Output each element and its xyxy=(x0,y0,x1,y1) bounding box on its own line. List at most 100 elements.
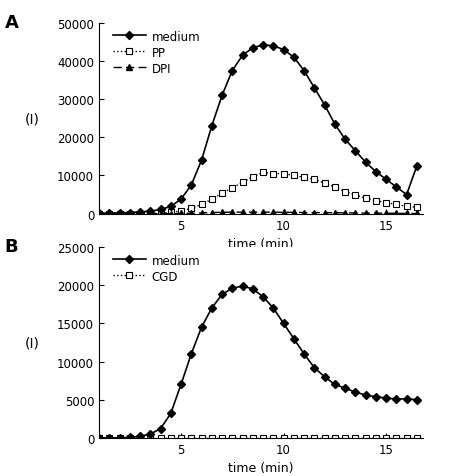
medium xyxy=(322,374,327,380)
Line: medium: medium xyxy=(96,284,420,441)
medium xyxy=(302,351,307,357)
PP xyxy=(383,200,389,206)
CGD xyxy=(127,435,132,441)
medium xyxy=(342,386,348,391)
medium xyxy=(168,204,173,210)
PP xyxy=(270,171,276,177)
DPI xyxy=(189,211,194,217)
medium xyxy=(394,185,399,190)
medium xyxy=(178,197,184,203)
medium xyxy=(363,160,368,166)
DPI xyxy=(168,211,173,217)
medium xyxy=(311,86,317,91)
DPI xyxy=(373,211,378,217)
medium xyxy=(209,306,215,311)
X-axis label: time (min): time (min) xyxy=(228,238,294,250)
medium xyxy=(414,164,419,169)
medium xyxy=(219,292,225,298)
medium xyxy=(158,207,163,213)
CGD xyxy=(302,435,307,441)
medium xyxy=(96,211,102,217)
medium xyxy=(127,435,132,440)
medium xyxy=(199,325,204,330)
PP xyxy=(332,185,338,190)
DPI xyxy=(353,210,358,216)
medium xyxy=(270,306,276,311)
PP xyxy=(158,211,163,217)
CGD xyxy=(178,435,184,441)
Line: DPI: DPI xyxy=(95,209,420,218)
DPI xyxy=(404,211,410,217)
medium xyxy=(148,431,153,437)
CGD xyxy=(219,435,225,441)
DPI xyxy=(383,211,389,217)
medium xyxy=(322,103,327,109)
PP xyxy=(96,211,102,217)
medium xyxy=(117,210,122,216)
CGD xyxy=(342,435,348,441)
DPI xyxy=(127,211,132,217)
medium xyxy=(311,365,317,371)
Legend: medium, PP, DPI: medium, PP, DPI xyxy=(112,30,201,77)
PP xyxy=(302,175,307,181)
medium xyxy=(127,210,132,216)
PP xyxy=(168,210,173,216)
medium xyxy=(404,192,410,198)
medium xyxy=(261,43,266,49)
medium xyxy=(168,411,173,416)
medium xyxy=(117,435,122,441)
Y-axis label: (I): (I) xyxy=(25,112,40,126)
CGD xyxy=(199,435,204,441)
DPI xyxy=(261,210,266,216)
PP xyxy=(291,173,297,179)
DPI xyxy=(137,211,143,217)
DPI xyxy=(148,211,153,217)
medium xyxy=(414,397,419,403)
CGD xyxy=(261,435,266,441)
CGD xyxy=(107,435,112,441)
CGD xyxy=(168,435,173,441)
medium xyxy=(353,149,358,154)
PP xyxy=(148,211,153,217)
CGD xyxy=(189,435,194,441)
medium xyxy=(230,69,235,74)
DPI xyxy=(117,211,122,217)
medium xyxy=(291,55,297,61)
medium xyxy=(261,294,266,300)
DPI xyxy=(209,210,215,216)
CGD xyxy=(117,435,122,441)
medium xyxy=(240,53,245,59)
PP xyxy=(261,170,266,176)
medium xyxy=(107,211,112,217)
medium xyxy=(137,434,143,439)
PP xyxy=(311,177,317,183)
CGD xyxy=(322,435,327,441)
medium xyxy=(363,392,368,398)
CGD xyxy=(373,435,378,441)
CGD xyxy=(394,435,399,441)
PP xyxy=(394,202,399,208)
PP xyxy=(281,171,286,177)
Text: A: A xyxy=(4,14,18,32)
DPI xyxy=(291,210,297,216)
medium xyxy=(250,46,256,51)
DPI xyxy=(219,210,225,216)
CGD xyxy=(404,435,410,441)
X-axis label: time (min): time (min) xyxy=(228,461,294,474)
medium xyxy=(383,396,389,401)
medium xyxy=(199,158,204,164)
DPI xyxy=(342,210,348,216)
CGD xyxy=(158,435,163,441)
Line: PP: PP xyxy=(96,170,420,218)
PP xyxy=(230,186,235,191)
Line: CGD: CGD xyxy=(96,435,420,441)
CGD xyxy=(137,435,143,441)
DPI xyxy=(250,210,256,216)
medium xyxy=(353,389,358,395)
medium xyxy=(189,183,194,188)
medium xyxy=(332,382,338,387)
Y-axis label: (I): (I) xyxy=(25,336,40,350)
medium xyxy=(302,69,307,74)
PP xyxy=(363,196,368,201)
medium xyxy=(383,177,389,183)
